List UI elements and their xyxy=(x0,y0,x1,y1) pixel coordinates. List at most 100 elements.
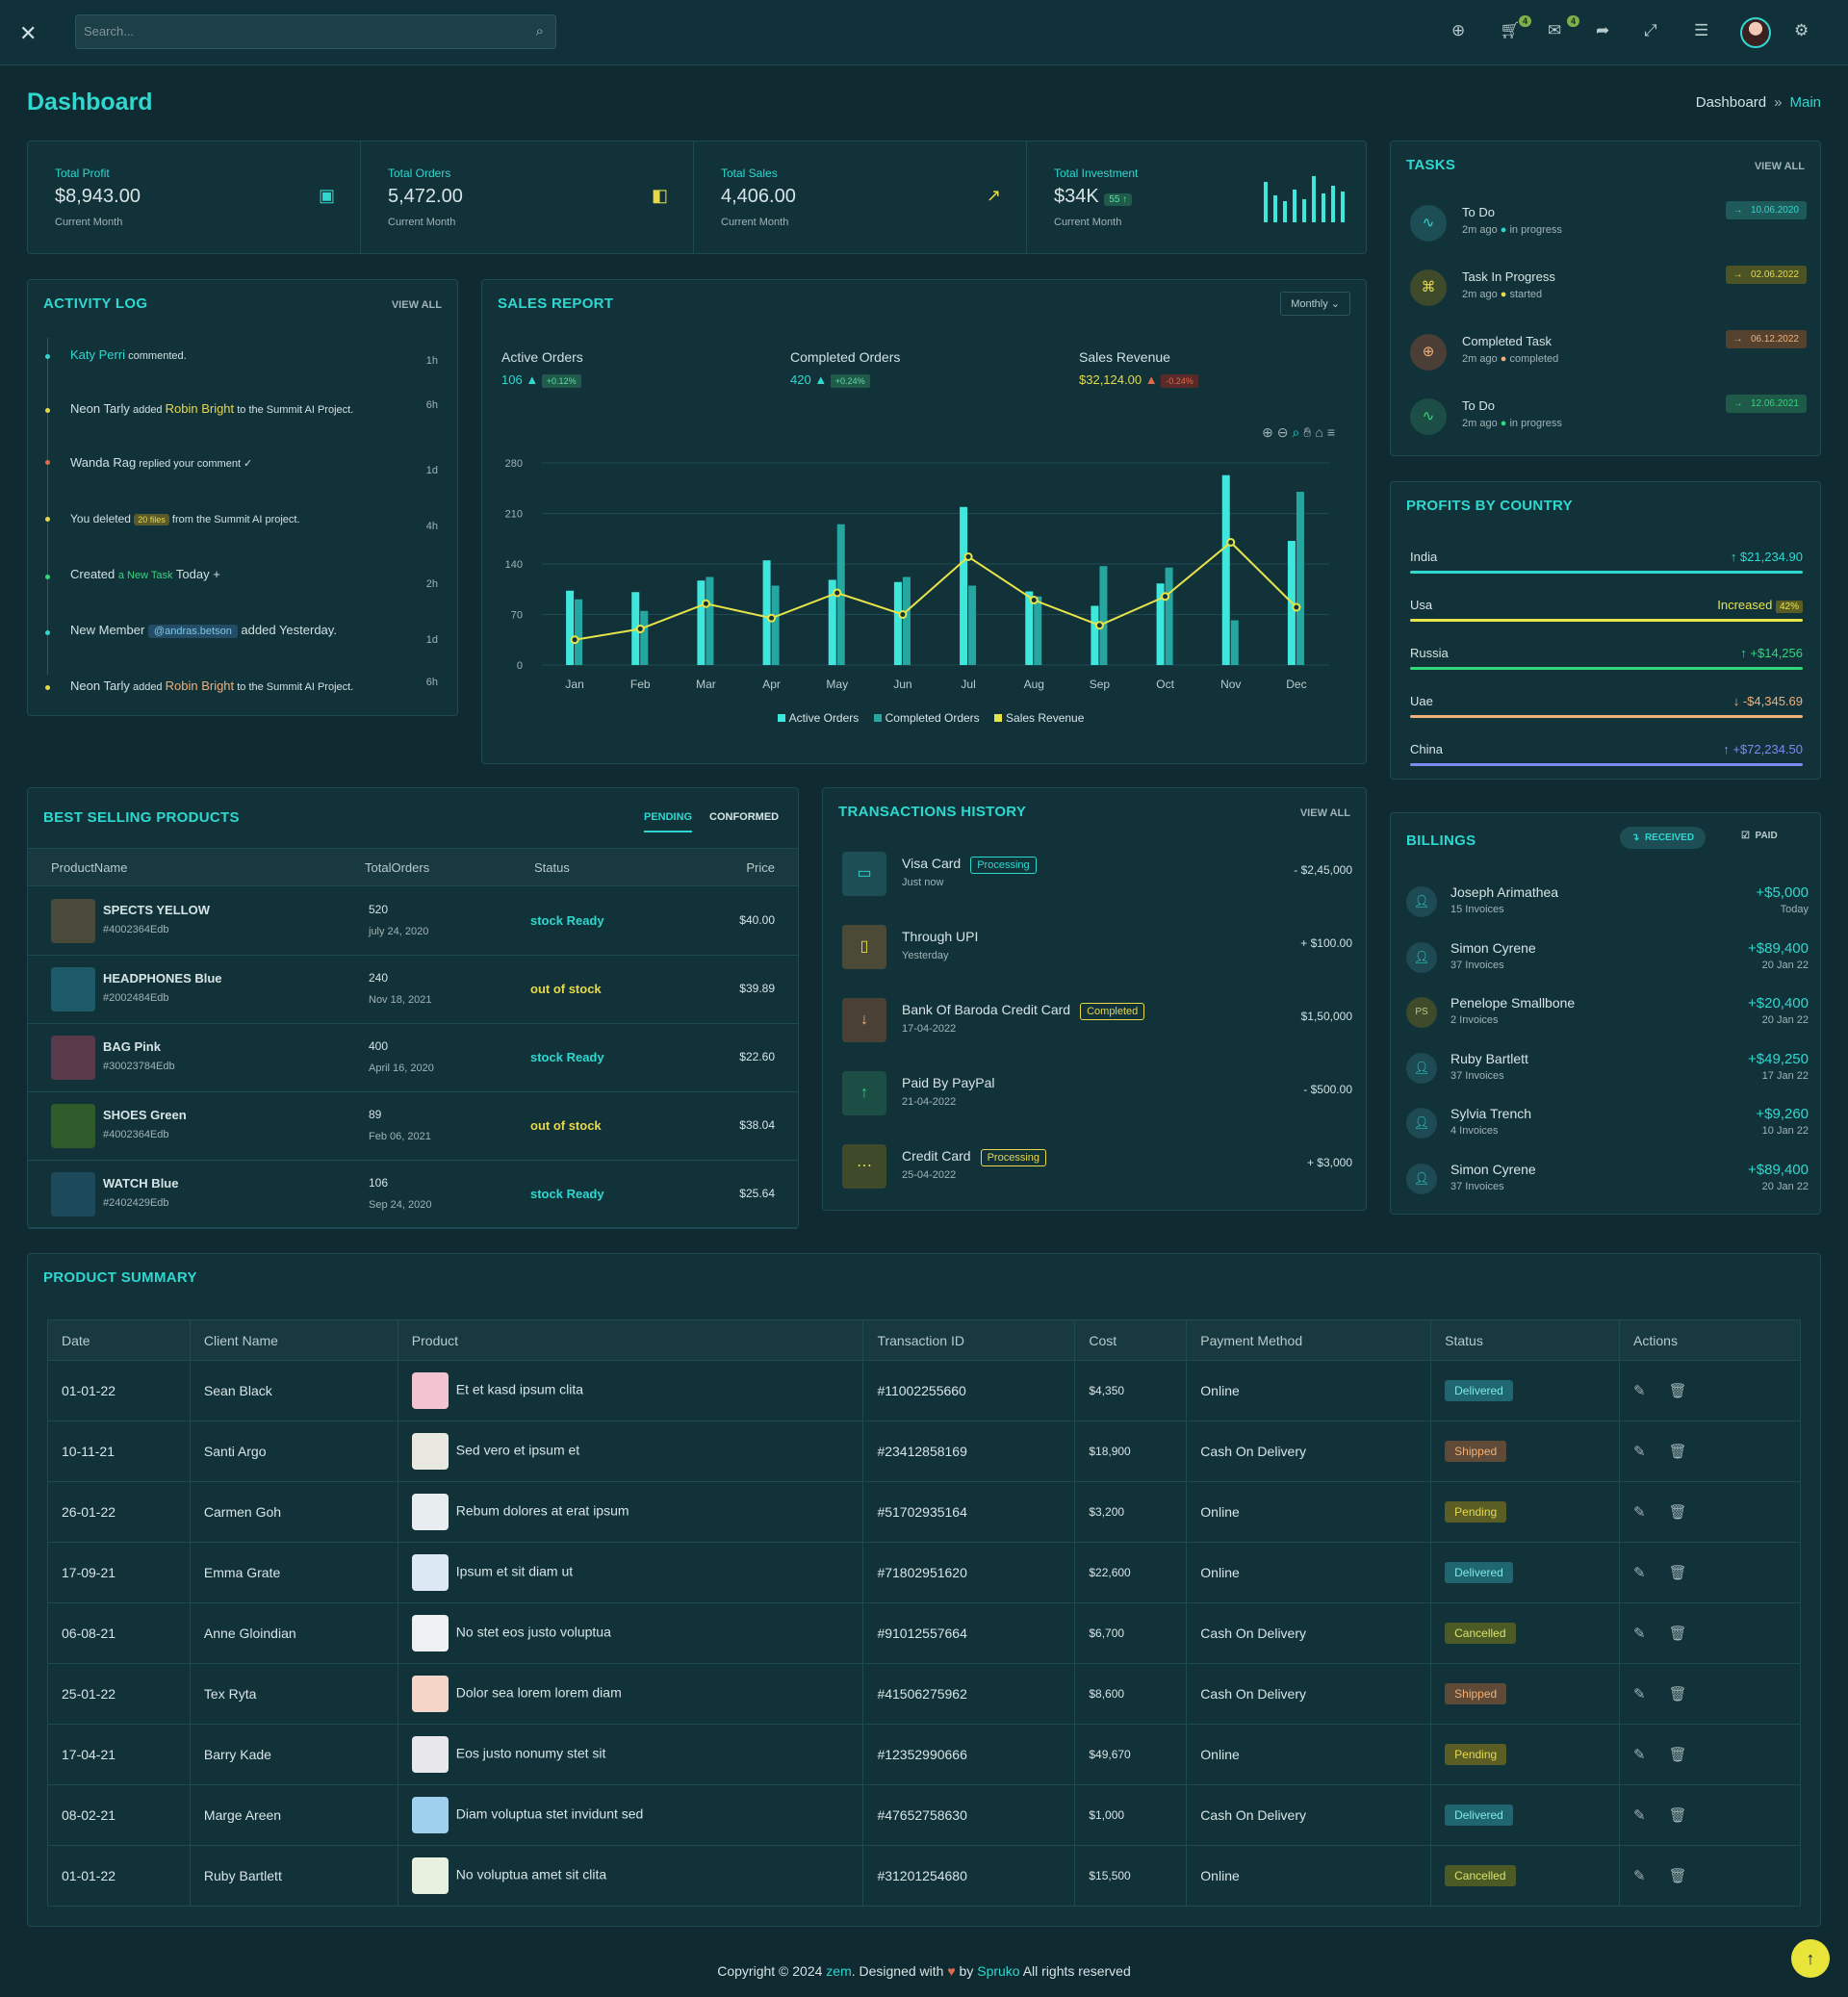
trash-icon[interactable]: 🗑︎ xyxy=(1668,1626,1687,1642)
zoom-out-icon[interactable]: ⊖ xyxy=(1276,424,1293,440)
table-row[interactable]: HEADPHONES Blue #2002484Edb 240 Nov 18, … xyxy=(28,956,798,1024)
point-sales-revenue xyxy=(1094,621,1104,630)
kpi-completed-orders: Completed Orders 420 ▲ +0.24% xyxy=(790,349,901,388)
transaction-item[interactable]: ⋯ Credit Card Processing 25-04-2022 + $3,… xyxy=(842,1144,1352,1217)
trash-icon[interactable]: 🗑︎ xyxy=(1668,1807,1687,1824)
task-item[interactable]: ∿ To Do 2m ago ● in progress → 12.06.202… xyxy=(1410,395,1807,456)
footer-company-link[interactable]: Spruko xyxy=(977,1963,1020,1979)
scroll-to-top-button[interactable]: ↑ xyxy=(1791,1939,1830,1978)
edit-icon[interactable]: ✎ xyxy=(1633,1504,1646,1521)
line-sales-revenue xyxy=(574,541,1297,641)
task-date[interactable]: → 02.06.2022 xyxy=(1725,266,1807,284)
product-name[interactable]: SPECTS YELLOW xyxy=(103,903,210,917)
pan-icon[interactable]: ✋︎ xyxy=(1303,424,1316,440)
table-row[interactable]: 25-01-22 Tex Ryta Dolor sea lorem lorem … xyxy=(47,1663,1801,1725)
fullscreen-icon[interactable]: ⤢ xyxy=(1644,21,1657,39)
table-row[interactable]: 10-11-21 Santi Argo Sed vero et ipsum et… xyxy=(47,1421,1801,1482)
tab-pending[interactable]: PENDING xyxy=(644,811,693,832)
transaction-item[interactable]: ↑ Paid By PayPal 21-04-2022 - $500.00 xyxy=(842,1071,1352,1144)
billing-item[interactable]: PS Penelope Smallbone 2 Invoices +$20,40… xyxy=(1406,991,1809,1045)
share-icon[interactable]: ➦ xyxy=(1596,21,1610,39)
task-item[interactable]: ⌘ Task In Progress 2m ago ● started → 02… xyxy=(1410,266,1807,327)
trash-icon[interactable]: 🗑︎ xyxy=(1668,1383,1687,1399)
product-summary-card: PRODUCT SUMMARY Date Client Name Product Tr… xyxy=(27,1253,1821,1927)
product-name[interactable]: WATCH Blue xyxy=(103,1176,179,1191)
table-row[interactable]: 01-01-22 Sean Black Et et kasd ipsum cli… xyxy=(47,1360,1801,1421)
task-date[interactable]: → 10.06.2020 xyxy=(1725,201,1807,219)
zoom-in-icon[interactable]: ⊕ xyxy=(1262,424,1277,440)
product-name[interactable]: SHOES Green xyxy=(103,1108,187,1122)
globe-icon[interactable]: ⊕ xyxy=(1451,21,1466,39)
view-all-link[interactable]: VIEW ALL xyxy=(1299,807,1350,819)
table-row[interactable]: BAG Pink #30023784Edb 400 April 16, 2020… xyxy=(28,1024,798,1092)
transaction-item[interactable]: ↓ Bank Of Baroda Credit Card Completed 17… xyxy=(842,998,1352,1071)
billing-item[interactable]: 👤︎ Ruby Bartlett 37 Invoices +$49,250 17… xyxy=(1406,1047,1809,1101)
table-row[interactable]: 08-02-21 Marge Areen Diam voluptua stet … xyxy=(47,1784,1801,1846)
table-row[interactable]: WATCH Blue #2402429Edb 106 Sep 24, 2020 … xyxy=(28,1161,798,1229)
view-all-link[interactable]: VIEW ALL xyxy=(1754,161,1805,172)
transaction-item[interactable]: ▭ Visa Card Processing Just now - $2,45,0… xyxy=(842,852,1352,925)
close-icon[interactable]: ✕ xyxy=(19,21,38,45)
edit-icon[interactable]: ✎ xyxy=(1633,1565,1646,1581)
x-tick-label: Nov xyxy=(1220,678,1241,691)
gear-icon[interactable]: ⚙ xyxy=(1794,21,1810,39)
edit-icon[interactable]: ✎ xyxy=(1633,1868,1646,1884)
edit-icon[interactable]: ✎ xyxy=(1633,1383,1646,1399)
transaction-date: Yesterday xyxy=(902,950,949,961)
edit-icon[interactable]: ✎ xyxy=(1633,1444,1646,1460)
mail-icon[interactable]: ✉ xyxy=(1548,21,1562,39)
edit-icon[interactable]: ✎ xyxy=(1633,1626,1646,1642)
trash-icon[interactable]: 🗑︎ xyxy=(1668,1444,1687,1460)
billing-item[interactable]: 👤︎ Joseph Arimathea 15 Invoices +$5,000 … xyxy=(1406,881,1809,934)
trash-icon[interactable]: 🗑︎ xyxy=(1668,1868,1687,1884)
menu-icon[interactable]: ☰ xyxy=(1694,21,1709,39)
period-select[interactable]: Monthly ⌄ xyxy=(1280,292,1350,316)
point-sales-revenue xyxy=(963,552,973,561)
trash-icon[interactable]: 🗑︎ xyxy=(1668,1747,1687,1763)
task-item[interactable]: ⊕ Completed Task 2m ago ● completed → 06… xyxy=(1410,330,1807,392)
billing-item[interactable]: 👤︎ Simon Cyrene 37 Invoices +$89,400 20 … xyxy=(1406,936,1809,990)
table-row[interactable]: 17-09-21 Emma Grate Ipsum et sit diam ut… xyxy=(47,1542,1801,1603)
billing-item[interactable]: 👤︎ Sylvia Trench 4 Invoices +$9,260 10 J… xyxy=(1406,1102,1809,1156)
magnifier-icon[interactable]: ⌕ xyxy=(1292,424,1304,440)
cell-transaction-id: #47652758630 xyxy=(862,1784,1076,1846)
task-date[interactable]: → 12.06.2021 xyxy=(1725,395,1807,413)
bar-completed-orders xyxy=(575,599,583,665)
footer-brand-link[interactable]: zem xyxy=(826,1963,852,1979)
home-icon[interactable]: ⌂ xyxy=(1315,424,1327,440)
table-row[interactable]: SHOES Green #4002364Edb 89 Feb 06, 2021 … xyxy=(28,1092,798,1161)
table-row[interactable]: SPECTS YELLOW #4002364Edb 520 july 24, 2… xyxy=(28,887,798,956)
table-row[interactable]: 06-08-21 Anne Gloindian No stet eos just… xyxy=(47,1602,1801,1664)
product-name[interactable]: HEADPHONES Blue xyxy=(103,971,222,986)
task-item[interactable]: ∿ To Do 2m ago ● in progress → 10.06.202… xyxy=(1410,201,1807,263)
product-name[interactable]: BAG Pink xyxy=(103,1039,161,1054)
view-all-link[interactable]: VIEW ALL xyxy=(391,299,442,311)
trash-icon[interactable]: 🗑︎ xyxy=(1668,1565,1687,1581)
edit-icon[interactable]: ✎ xyxy=(1633,1686,1646,1703)
cart-icon[interactable]: 🛒︎ xyxy=(1500,21,1521,39)
table-row[interactable]: 26-01-22 Carmen Goh Rebum dolores at era… xyxy=(47,1481,1801,1543)
transaction-item[interactable]: ▯ Through UPI Yesterday + $100.00 xyxy=(842,925,1352,998)
tab-conformed[interactable]: CONFORMED xyxy=(709,811,780,823)
task-date[interactable]: → 06.12.2022 xyxy=(1725,330,1807,348)
breadcrumb-item-dashboard[interactable]: Dashboard xyxy=(1695,94,1767,111)
edit-icon[interactable]: ✎ xyxy=(1633,1807,1646,1824)
billing-item[interactable]: 👤︎ Simon Cyrene 37 Invoices +$89,400 20 … xyxy=(1406,1158,1809,1212)
status-badge: Delivered xyxy=(1445,1380,1513,1401)
sales-report-card: SALES REPORT Monthly ⌄ Active Orders 106… xyxy=(481,279,1367,764)
chart-menu-icon[interactable]: ≡ xyxy=(1326,424,1339,440)
search-box[interactable]: ⌕ xyxy=(75,14,556,49)
cell-actions: ✎ 🗑︎ xyxy=(1619,1421,1801,1482)
search-icon[interactable]: ⌕ xyxy=(535,23,544,39)
trash-icon[interactable]: 🗑︎ xyxy=(1668,1686,1687,1703)
column-header: Cost xyxy=(1074,1319,1188,1361)
avatar[interactable] xyxy=(1740,17,1771,48)
table-row[interactable]: 01-01-22 Ruby Bartlett No voluptua amet … xyxy=(47,1845,1801,1907)
table-row[interactable]: 17-04-21 Barry Kade Eos justo nonumy ste… xyxy=(47,1724,1801,1785)
tab-received[interactable]: ↴ RECEIVED xyxy=(1620,827,1707,849)
cell-client: Emma Grate xyxy=(190,1542,398,1603)
tab-paid[interactable]: ☑ PAID xyxy=(1741,831,1778,841)
search-input[interactable] xyxy=(84,24,507,38)
edit-icon[interactable]: ✎ xyxy=(1633,1747,1646,1763)
trash-icon[interactable]: 🗑︎ xyxy=(1668,1504,1687,1521)
